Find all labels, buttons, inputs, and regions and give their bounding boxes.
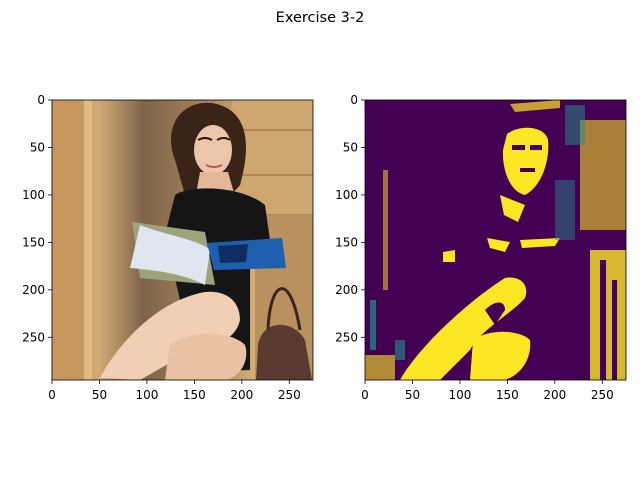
right-xtick-label: 100 bbox=[448, 388, 471, 402]
left-xtick-label: 0 bbox=[48, 388, 56, 402]
right-ytick-label: 100 bbox=[335, 188, 358, 202]
right-xtick-label: 150 bbox=[496, 388, 519, 402]
right-ytick-label: 150 bbox=[335, 235, 358, 249]
right-xtick-label: 250 bbox=[591, 388, 614, 402]
right-xtick-label: 50 bbox=[405, 388, 420, 402]
left-xtick-label: 150 bbox=[183, 388, 206, 402]
right-ytick-label: 250 bbox=[335, 330, 358, 344]
right-ytick-label: 200 bbox=[335, 283, 358, 297]
right-ytick-label: 0 bbox=[350, 93, 358, 107]
photo-image bbox=[52, 100, 313, 380]
left-ytick-label: 0 bbox=[37, 93, 45, 107]
image-panel-right bbox=[365, 100, 626, 380]
right-xtick-label: 200 bbox=[543, 388, 566, 402]
right-ytick-label: 50 bbox=[343, 140, 358, 154]
left-xtick-label: 250 bbox=[278, 388, 301, 402]
figure-title: Exercise 3-2 bbox=[276, 10, 365, 26]
left-ytick-label: 200 bbox=[22, 283, 45, 297]
mask-image bbox=[365, 100, 626, 380]
left-xtick-label: 50 bbox=[92, 388, 107, 402]
left-ytick-label: 100 bbox=[22, 188, 45, 202]
left-xtick-label: 200 bbox=[230, 388, 253, 402]
left-ytick-label: 250 bbox=[22, 330, 45, 344]
left-xtick-label: 100 bbox=[135, 388, 158, 402]
image-panel-left bbox=[52, 100, 313, 380]
left-ytick-label: 150 bbox=[22, 235, 45, 249]
right-xtick-label: 0 bbox=[361, 388, 369, 402]
left-ytick-label: 50 bbox=[30, 140, 45, 154]
